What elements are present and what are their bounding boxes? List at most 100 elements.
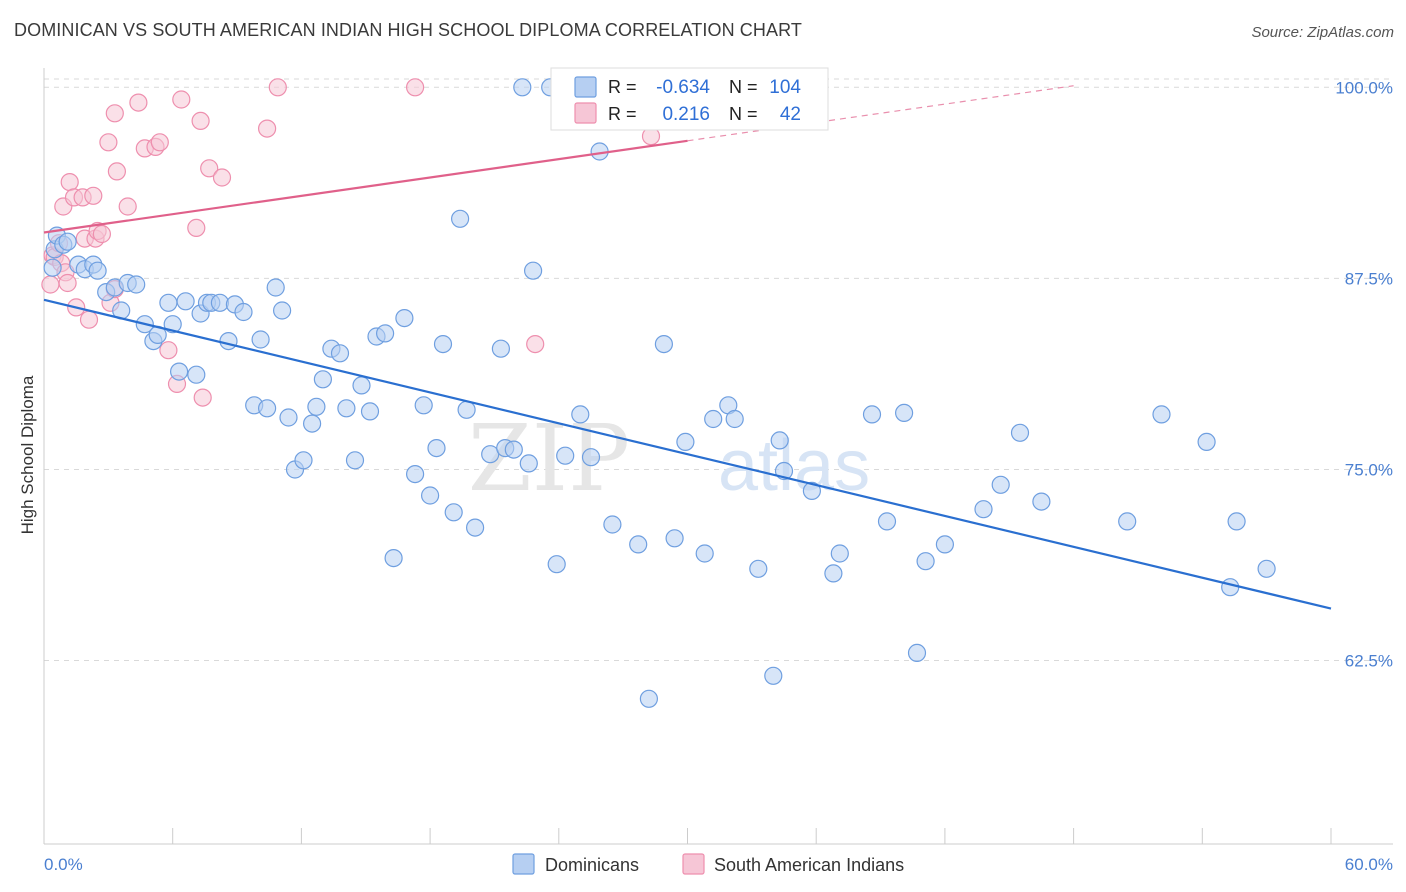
dominican-point [159, 293, 178, 312]
dominican-point [695, 544, 714, 563]
dominican-point [433, 335, 453, 354]
legend-n-value-1: 104 [769, 77, 801, 98]
dominican-point [862, 405, 882, 424]
y-tick-label: 100.0% [1335, 78, 1393, 97]
dominican-point [916, 552, 935, 571]
legend-n-label-1: N = [729, 77, 758, 97]
dominican-point [414, 396, 433, 415]
legend-r-label-2: R = [608, 104, 637, 124]
legend-n-label-2: N = [729, 104, 758, 124]
dominican-point [330, 344, 350, 363]
dominican-point [219, 332, 238, 351]
dominican-point [991, 475, 1010, 494]
dominican-point [519, 454, 538, 473]
dominican-point [303, 414, 322, 433]
dominican-point [639, 689, 659, 708]
axes [43, 68, 1393, 845]
south-american-indian-point [60, 173, 79, 192]
south-american-indian-point [258, 119, 277, 138]
south-american-indian-point [92, 224, 112, 244]
south-american-indian-point [172, 90, 191, 109]
dominican-point [163, 315, 182, 334]
dominican-point [444, 503, 463, 522]
south-american-indian-point [187, 218, 206, 237]
south-american-indian-point [118, 197, 137, 216]
x-tick-label-max: 60.0% [1345, 855, 1393, 874]
dominican-point [294, 451, 313, 470]
dominican-point [629, 535, 648, 554]
stats-legend-box [550, 67, 829, 131]
dominican-point [307, 397, 326, 416]
dominican-point [352, 376, 371, 395]
south-american-indian-point [212, 168, 232, 187]
dominican-point [749, 559, 768, 578]
y-tick-labels: 62.5% 75.0% 87.5% 100.0% [1335, 78, 1393, 670]
dominican-point [1221, 578, 1240, 597]
dominican-point [894, 403, 914, 422]
dominican-point [421, 486, 440, 505]
south-american-indian-point [84, 186, 103, 205]
south-american-indian-point [41, 275, 60, 294]
dominican-point [802, 481, 822, 500]
dominican-point [907, 643, 927, 663]
dominican-point [384, 548, 403, 568]
south-american-indian-point [58, 273, 77, 293]
dominican-point [830, 544, 849, 563]
south-american-indian-point [268, 78, 287, 97]
south-american-indian-point [193, 388, 212, 407]
gridlines [44, 78, 1393, 662]
dominican-point [1152, 405, 1171, 424]
dominican-point [427, 439, 446, 458]
dominican-point [571, 405, 590, 424]
dominican-point [725, 409, 744, 429]
dominican-point [258, 399, 277, 418]
south-american-indian-point [150, 133, 169, 152]
dominican-point [395, 309, 414, 328]
dominican-point [313, 370, 332, 389]
legend-swatch-blue [574, 76, 597, 98]
dominican-point [581, 448, 601, 467]
dominican-point [273, 301, 292, 320]
south-american-indian-point [200, 159, 219, 178]
dominican-point [43, 258, 62, 277]
dominican-point [513, 78, 532, 97]
stats-legend: R = -0.634 N = 104 R = 0.216 N = 42 [550, 67, 829, 131]
series-legend-label-dominicans: Dominicans [545, 855, 639, 875]
south-american-indian-point [107, 162, 127, 181]
trendlines [43, 85, 1332, 610]
legend-swatch-pink [574, 102, 597, 124]
dominican-point [770, 431, 789, 450]
dominicans-trendline [43, 298, 1332, 610]
dominican-point [187, 365, 206, 384]
dominican-point [1257, 559, 1276, 578]
south-american-indian-point [79, 310, 99, 329]
dominican-point [523, 261, 543, 280]
dominican-point [704, 409, 723, 429]
dominican-point [824, 564, 843, 583]
dominican-point [251, 330, 270, 349]
dominican-point [58, 232, 77, 251]
dominican-point [466, 518, 485, 537]
dominican-point [457, 400, 476, 419]
dominican-point [556, 446, 575, 465]
dominican-point [491, 339, 510, 358]
series-legend-swatch-south-american-indians [682, 853, 705, 875]
dominican-point [127, 275, 146, 294]
dominican-point [376, 324, 395, 343]
dominican-point [1010, 423, 1030, 442]
dominican-point [170, 362, 189, 381]
dominican-point [1032, 492, 1051, 511]
dominican-point [176, 292, 195, 311]
dominicans-points [43, 78, 1276, 708]
dominican-point [360, 402, 380, 421]
dominican-point [547, 555, 566, 574]
dominican-point [337, 399, 356, 418]
dominican-point [1197, 432, 1216, 451]
dominican-point [279, 408, 298, 427]
south-american-indians-trendline [43, 139, 688, 234]
south-american-indian-point [526, 335, 545, 354]
source-credit: Source: ZipAtlas.com [1251, 24, 1394, 41]
dominican-point [345, 451, 365, 470]
legend-r-value-1: -0.634 [656, 77, 710, 98]
dominican-point [234, 302, 253, 322]
